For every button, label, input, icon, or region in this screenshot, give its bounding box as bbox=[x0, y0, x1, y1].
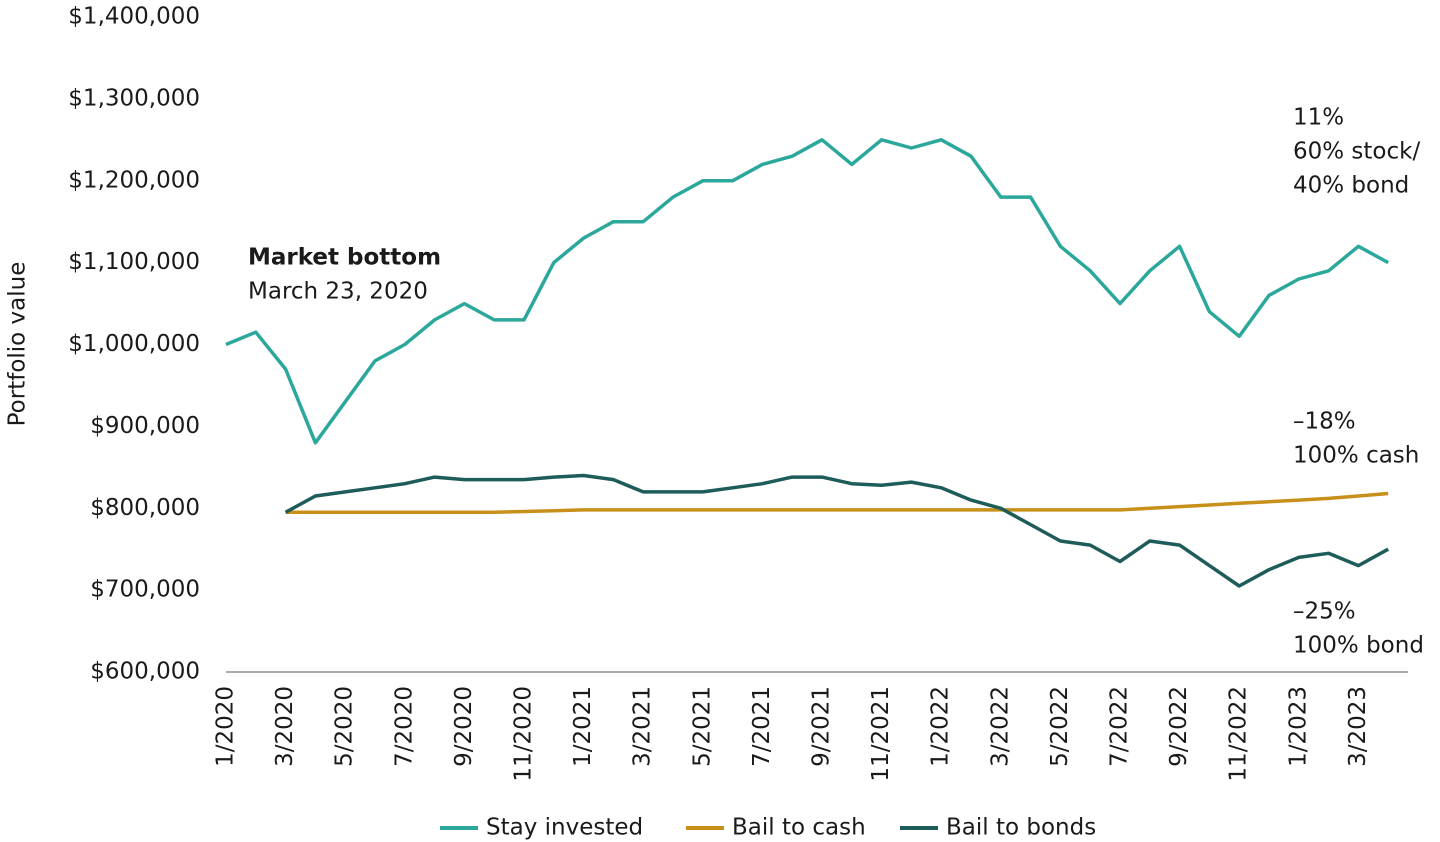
x-tick-label: 5/2021 bbox=[689, 686, 715, 767]
y-tick-label: $1,200,000 bbox=[68, 167, 200, 193]
y-axis-label: Portfolio value bbox=[5, 262, 31, 427]
x-tick-label: 7/2020 bbox=[391, 686, 417, 767]
y-tick-label: $1,300,000 bbox=[68, 85, 200, 111]
x-tick-label: 7/2022 bbox=[1107, 686, 1133, 767]
annotation: 11% bbox=[1293, 105, 1344, 131]
series-line bbox=[225, 138, 1390, 445]
annotation: 100% cash bbox=[1293, 443, 1419, 469]
x-tick-label: 3/2020 bbox=[272, 686, 298, 767]
annotation: 40% bond bbox=[1293, 173, 1409, 199]
x-tick-label: 9/2021 bbox=[809, 686, 835, 767]
annotation: –25% bbox=[1293, 599, 1356, 625]
series-line bbox=[284, 473, 1390, 588]
x-tick-label: 9/2020 bbox=[451, 686, 477, 767]
y-tick-label: $1,000,000 bbox=[68, 331, 200, 357]
x-tick-label: 11/2021 bbox=[868, 686, 894, 782]
x-tick-label: 3/2023 bbox=[1345, 686, 1371, 767]
x-tick-label: 11/2020 bbox=[511, 686, 537, 782]
y-tick-label: $700,000 bbox=[90, 577, 200, 603]
x-tick-label: 3/2022 bbox=[987, 686, 1013, 767]
x-tick-label: 9/2022 bbox=[1166, 686, 1192, 767]
annotation: 100% bond bbox=[1293, 633, 1424, 659]
y-tick-label: $1,100,000 bbox=[68, 249, 200, 275]
x-tick-label: 1/2021 bbox=[570, 686, 596, 767]
x-tick-label: 1/2020 bbox=[213, 686, 239, 767]
legend-label: Stay invested bbox=[486, 815, 643, 841]
y-tick-label: $800,000 bbox=[90, 495, 200, 521]
y-tick-label: $600,000 bbox=[90, 659, 200, 685]
x-tick-label: 7/2021 bbox=[749, 686, 775, 767]
x-tick-label: 1/2023 bbox=[1285, 686, 1311, 767]
y-tick-label: $1,400,000 bbox=[68, 4, 200, 30]
annotation: –18% bbox=[1293, 409, 1356, 435]
x-tick-label: 1/2022 bbox=[928, 686, 954, 767]
x-tick-label: 5/2020 bbox=[332, 686, 358, 767]
annotation: Market bottom bbox=[248, 245, 441, 271]
y-tick-label: $900,000 bbox=[90, 413, 200, 439]
legend-label: Bail to bonds bbox=[946, 815, 1096, 841]
annotation: 60% stock/ bbox=[1293, 139, 1420, 165]
x-tick-label: 5/2022 bbox=[1047, 686, 1073, 767]
annotation: March 23, 2020 bbox=[248, 279, 428, 305]
legend-label: Bail to cash bbox=[732, 815, 866, 841]
series-line bbox=[285, 491, 1389, 515]
x-tick-label: 3/2021 bbox=[630, 686, 656, 767]
x-tick-label: 11/2022 bbox=[1226, 686, 1252, 782]
